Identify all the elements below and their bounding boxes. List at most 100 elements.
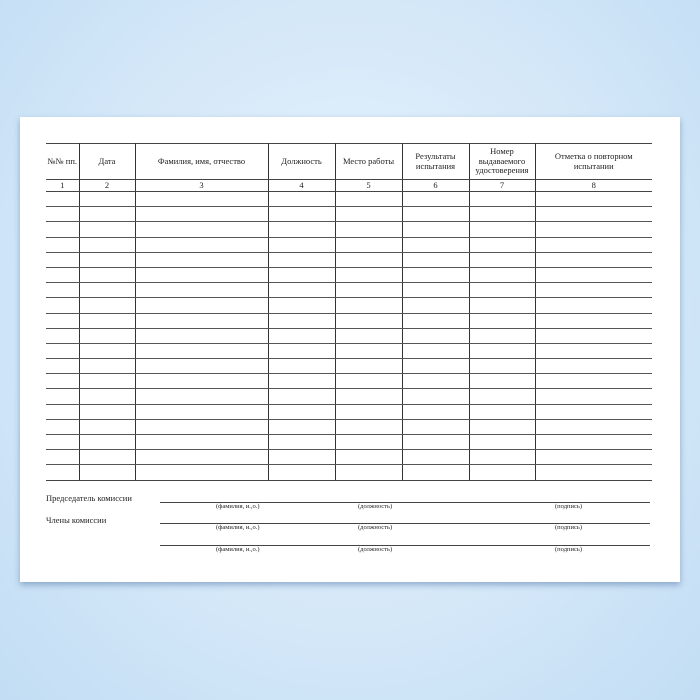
table-cell[interactable] bbox=[534, 297, 652, 314]
table-cell[interactable] bbox=[267, 373, 336, 390]
table-cell[interactable] bbox=[78, 297, 136, 314]
table-cell[interactable] bbox=[134, 252, 269, 268]
table-cell[interactable] bbox=[134, 237, 269, 253]
table-cell[interactable] bbox=[401, 343, 470, 360]
table-cell[interactable] bbox=[534, 449, 652, 466]
table-cell[interactable] bbox=[468, 297, 536, 314]
table-cell[interactable] bbox=[334, 464, 403, 481]
table-cell[interactable] bbox=[134, 449, 269, 466]
table-cell[interactable] bbox=[401, 388, 470, 405]
table-cell[interactable] bbox=[401, 373, 470, 390]
table-cell[interactable] bbox=[534, 434, 652, 451]
table-cell[interactable] bbox=[334, 358, 403, 375]
table-cell[interactable] bbox=[78, 267, 136, 284]
table-cell[interactable] bbox=[534, 464, 652, 481]
table-cell[interactable] bbox=[334, 221, 403, 238]
table-cell[interactable] bbox=[468, 328, 536, 344]
table-cell[interactable] bbox=[267, 252, 336, 268]
table-cell[interactable] bbox=[134, 373, 269, 390]
table-cell[interactable] bbox=[267, 404, 336, 420]
table-cell[interactable] bbox=[267, 358, 336, 375]
table-cell[interactable] bbox=[468, 388, 536, 405]
table-cell[interactable] bbox=[468, 464, 536, 481]
table-cell[interactable] bbox=[46, 252, 80, 268]
table-cell[interactable] bbox=[267, 388, 336, 405]
table-cell[interactable] bbox=[46, 434, 80, 451]
table-cell[interactable] bbox=[468, 313, 536, 329]
table-cell[interactable] bbox=[134, 191, 269, 208]
table-cell[interactable] bbox=[468, 252, 536, 268]
table-cell[interactable] bbox=[468, 282, 536, 299]
table-cell[interactable] bbox=[46, 237, 80, 253]
table-cell[interactable] bbox=[267, 237, 336, 253]
table-cell[interactable] bbox=[267, 464, 336, 481]
table-cell[interactable] bbox=[334, 343, 403, 360]
table-cell[interactable] bbox=[534, 282, 652, 299]
member-2-signature-line[interactable] bbox=[160, 545, 650, 546]
table-cell[interactable] bbox=[78, 206, 136, 223]
table-cell[interactable] bbox=[46, 419, 80, 436]
table-cell[interactable] bbox=[134, 267, 269, 284]
table-cell[interactable] bbox=[134, 328, 269, 344]
table-cell[interactable] bbox=[78, 464, 136, 481]
table-cell[interactable] bbox=[534, 267, 652, 284]
table-cell[interactable] bbox=[267, 419, 336, 436]
table-cell[interactable] bbox=[534, 404, 652, 420]
table-cell[interactable] bbox=[134, 206, 269, 223]
table-cell[interactable] bbox=[468, 191, 536, 208]
table-cell[interactable] bbox=[401, 206, 470, 223]
table-cell[interactable] bbox=[401, 328, 470, 344]
table-cell[interactable] bbox=[46, 373, 80, 390]
table-cell[interactable] bbox=[401, 282, 470, 299]
table-cell[interactable] bbox=[334, 419, 403, 436]
table-cell[interactable] bbox=[468, 358, 536, 375]
table-cell[interactable] bbox=[401, 297, 470, 314]
table-cell[interactable] bbox=[46, 221, 80, 238]
table-cell[interactable] bbox=[46, 313, 80, 329]
table-cell[interactable] bbox=[334, 373, 403, 390]
table-cell[interactable] bbox=[134, 358, 269, 375]
table-cell[interactable] bbox=[134, 297, 269, 314]
table-cell[interactable] bbox=[267, 297, 336, 314]
table-cell[interactable] bbox=[534, 252, 652, 268]
table-cell[interactable] bbox=[78, 282, 136, 299]
table-cell[interactable] bbox=[46, 358, 80, 375]
table-cell[interactable] bbox=[401, 237, 470, 253]
table-cell[interactable] bbox=[46, 343, 80, 360]
table-cell[interactable] bbox=[334, 237, 403, 253]
table-cell[interactable] bbox=[134, 404, 269, 420]
table-cell[interactable] bbox=[334, 388, 403, 405]
table-cell[interactable] bbox=[46, 282, 80, 299]
table-cell[interactable] bbox=[78, 404, 136, 420]
table-cell[interactable] bbox=[468, 434, 536, 451]
table-cell[interactable] bbox=[78, 313, 136, 329]
chairman-signature-line[interactable] bbox=[160, 502, 650, 503]
table-cell[interactable] bbox=[46, 191, 80, 208]
table-cell[interactable] bbox=[334, 267, 403, 284]
table-cell[interactable] bbox=[78, 373, 136, 390]
table-cell[interactable] bbox=[134, 221, 269, 238]
table-cell[interactable] bbox=[134, 434, 269, 451]
table-cell[interactable] bbox=[468, 237, 536, 253]
table-cell[interactable] bbox=[534, 191, 652, 208]
table-cell[interactable] bbox=[134, 282, 269, 299]
table-cell[interactable] bbox=[468, 206, 536, 223]
table-cell[interactable] bbox=[534, 237, 652, 253]
table-cell[interactable] bbox=[267, 282, 336, 299]
table-cell[interactable] bbox=[267, 313, 336, 329]
table-cell[interactable] bbox=[78, 328, 136, 344]
table-cell[interactable] bbox=[401, 434, 470, 451]
table-cell[interactable] bbox=[267, 434, 336, 451]
table-cell[interactable] bbox=[267, 221, 336, 238]
table-cell[interactable] bbox=[334, 252, 403, 268]
table-cell[interactable] bbox=[46, 464, 80, 481]
table-cell[interactable] bbox=[534, 313, 652, 329]
table-cell[interactable] bbox=[46, 449, 80, 466]
table-cell[interactable] bbox=[267, 449, 336, 466]
table-cell[interactable] bbox=[468, 221, 536, 238]
table-cell[interactable] bbox=[534, 328, 652, 344]
table-cell[interactable] bbox=[78, 252, 136, 268]
table-cell[interactable] bbox=[334, 282, 403, 299]
table-cell[interactable] bbox=[334, 313, 403, 329]
table-cell[interactable] bbox=[534, 388, 652, 405]
